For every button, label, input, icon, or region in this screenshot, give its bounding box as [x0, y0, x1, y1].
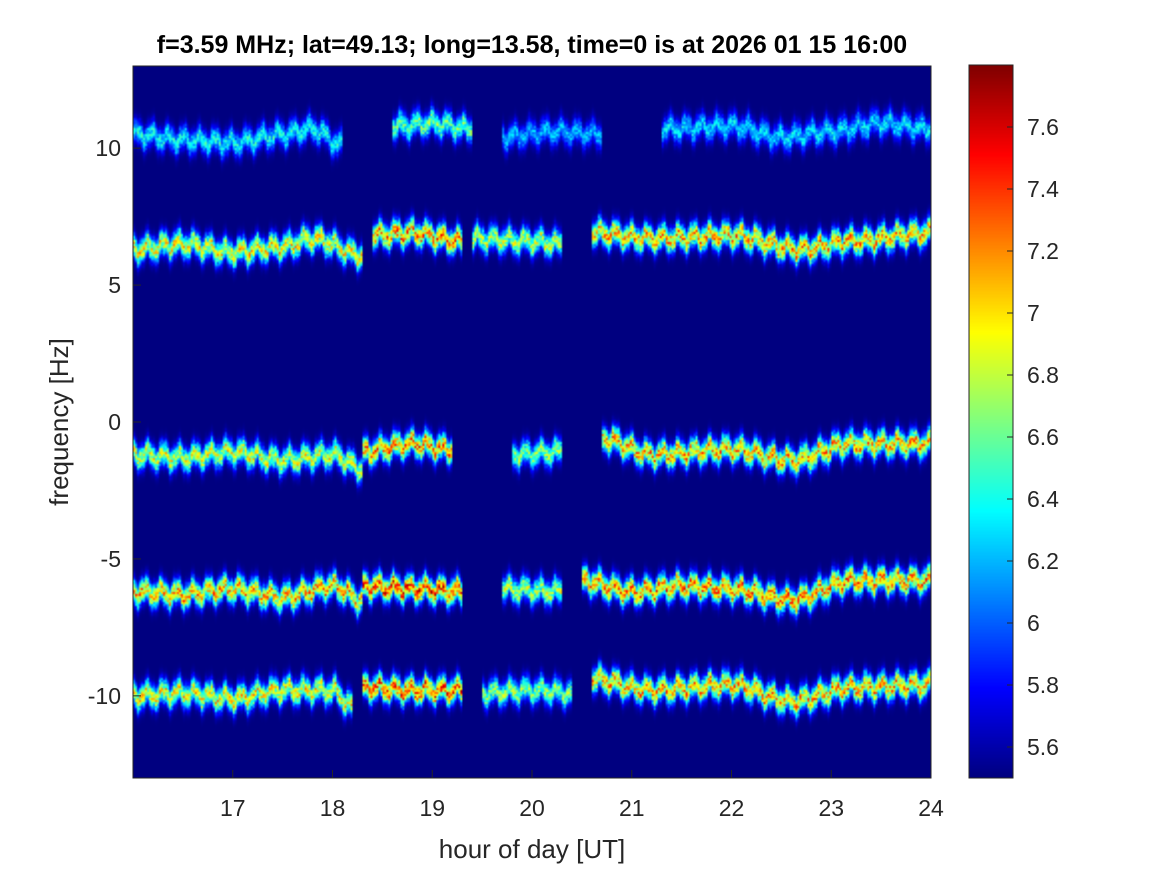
y-tick-label: 0: [108, 409, 121, 435]
y-tick-label: 5: [108, 272, 121, 298]
x-tick-label: 22: [719, 795, 745, 821]
x-axis-ticks: 17 18 19 20 21 22 23 24: [220, 770, 944, 821]
colorbar-tick-label: 7.6: [1027, 114, 1059, 140]
colorbar-tick-label: 6.8: [1027, 362, 1059, 388]
x-tick-label: 20: [519, 795, 545, 821]
y-tick-label: -10: [88, 683, 121, 709]
colorbar-tick-label: 7.4: [1027, 176, 1059, 202]
x-axis-label: hour of day [UT]: [439, 834, 625, 864]
colorbar-tick-label: 6.4: [1027, 486, 1059, 512]
y-tick-label: 10: [95, 135, 121, 161]
colorbar-tick-label: 6: [1027, 610, 1040, 636]
colorbar-tick-label: 5.6: [1027, 734, 1059, 760]
spectrogram-heatmap: [133, 66, 931, 778]
plot-area: [132, 65, 932, 779]
colorbar: 5.6 5.8 6 6.2 6.4 6.6 6.8 7 7.2 7.4 7.6: [968, 64, 1059, 779]
x-tick-label: 23: [818, 795, 844, 821]
colorbar-tick-label: 6.6: [1027, 424, 1059, 450]
colorbar-tick-label: 6.2: [1027, 548, 1059, 574]
x-tick-label: 19: [419, 795, 445, 821]
y-axis-ticks: -10 -5 0 5 10: [88, 135, 141, 709]
colorbar-frame: [968, 64, 1014, 779]
chart-title: f=3.59 MHz; lat=49.13; long=13.58, time=…: [157, 31, 907, 59]
x-tick-label: 24: [918, 795, 944, 821]
colorbar-tick-label: 7.2: [1027, 238, 1059, 264]
x-tick-label: 18: [320, 795, 346, 821]
colorbar-ticks: 5.6 5.8 6 6.2 6.4 6.6 6.8 7 7.2 7.4 7.6: [1007, 114, 1059, 760]
x-tick-label: 21: [619, 795, 645, 821]
y-axis-label: frequency [Hz]: [44, 338, 74, 506]
x-tick-label: 17: [220, 795, 246, 821]
colorbar-tick-label: 7: [1027, 300, 1040, 326]
colorbar-tick-label: 5.8: [1027, 672, 1059, 698]
colorbar-gradient: [969, 65, 1013, 778]
y-tick-label: -5: [101, 546, 121, 572]
